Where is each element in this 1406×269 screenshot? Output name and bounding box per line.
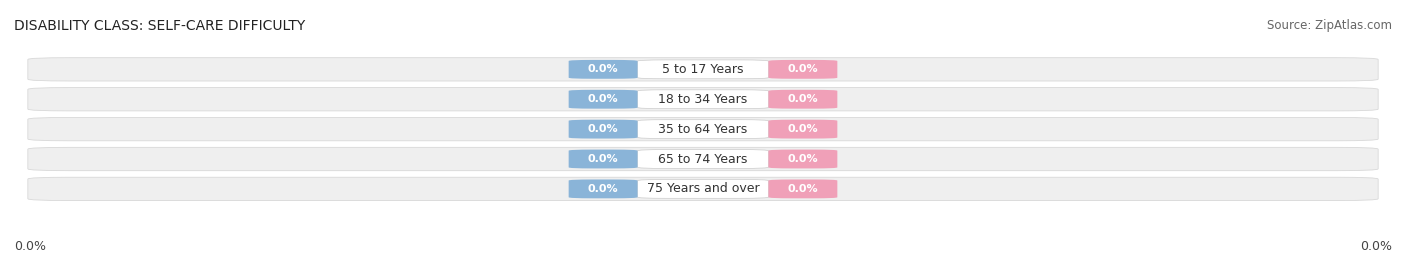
FancyBboxPatch shape [28, 177, 1378, 201]
Text: 0.0%: 0.0% [1360, 240, 1392, 253]
Text: 75 Years and over: 75 Years and over [647, 182, 759, 195]
FancyBboxPatch shape [769, 179, 838, 198]
Text: 65 to 74 Years: 65 to 74 Years [658, 153, 748, 165]
Text: 0.0%: 0.0% [588, 64, 619, 74]
FancyBboxPatch shape [637, 60, 769, 79]
FancyBboxPatch shape [769, 90, 838, 109]
FancyBboxPatch shape [28, 118, 1378, 141]
FancyBboxPatch shape [568, 150, 637, 168]
Text: 0.0%: 0.0% [14, 240, 46, 253]
Text: 0.0%: 0.0% [787, 154, 818, 164]
FancyBboxPatch shape [568, 60, 637, 79]
FancyBboxPatch shape [637, 120, 769, 139]
FancyBboxPatch shape [28, 147, 1378, 171]
Text: DISABILITY CLASS: SELF-CARE DIFFICULTY: DISABILITY CLASS: SELF-CARE DIFFICULTY [14, 19, 305, 33]
FancyBboxPatch shape [568, 179, 637, 198]
Text: 35 to 64 Years: 35 to 64 Years [658, 123, 748, 136]
FancyBboxPatch shape [568, 120, 637, 139]
Text: 18 to 34 Years: 18 to 34 Years [658, 93, 748, 106]
FancyBboxPatch shape [568, 90, 637, 109]
Text: 0.0%: 0.0% [588, 124, 619, 134]
Text: 0.0%: 0.0% [588, 184, 619, 194]
FancyBboxPatch shape [28, 58, 1378, 81]
Text: 0.0%: 0.0% [588, 154, 619, 164]
Text: 0.0%: 0.0% [787, 64, 818, 74]
FancyBboxPatch shape [769, 60, 838, 79]
Text: 0.0%: 0.0% [787, 124, 818, 134]
FancyBboxPatch shape [28, 88, 1378, 111]
Text: 0.0%: 0.0% [787, 94, 818, 104]
FancyBboxPatch shape [637, 179, 769, 198]
Text: 0.0%: 0.0% [787, 184, 818, 194]
FancyBboxPatch shape [769, 150, 838, 168]
FancyBboxPatch shape [769, 120, 838, 139]
Text: 5 to 17 Years: 5 to 17 Years [662, 63, 744, 76]
Text: 0.0%: 0.0% [588, 94, 619, 104]
Legend: Male, Female: Male, Female [641, 264, 765, 269]
FancyBboxPatch shape [637, 150, 769, 168]
FancyBboxPatch shape [637, 90, 769, 109]
Text: Source: ZipAtlas.com: Source: ZipAtlas.com [1267, 19, 1392, 32]
